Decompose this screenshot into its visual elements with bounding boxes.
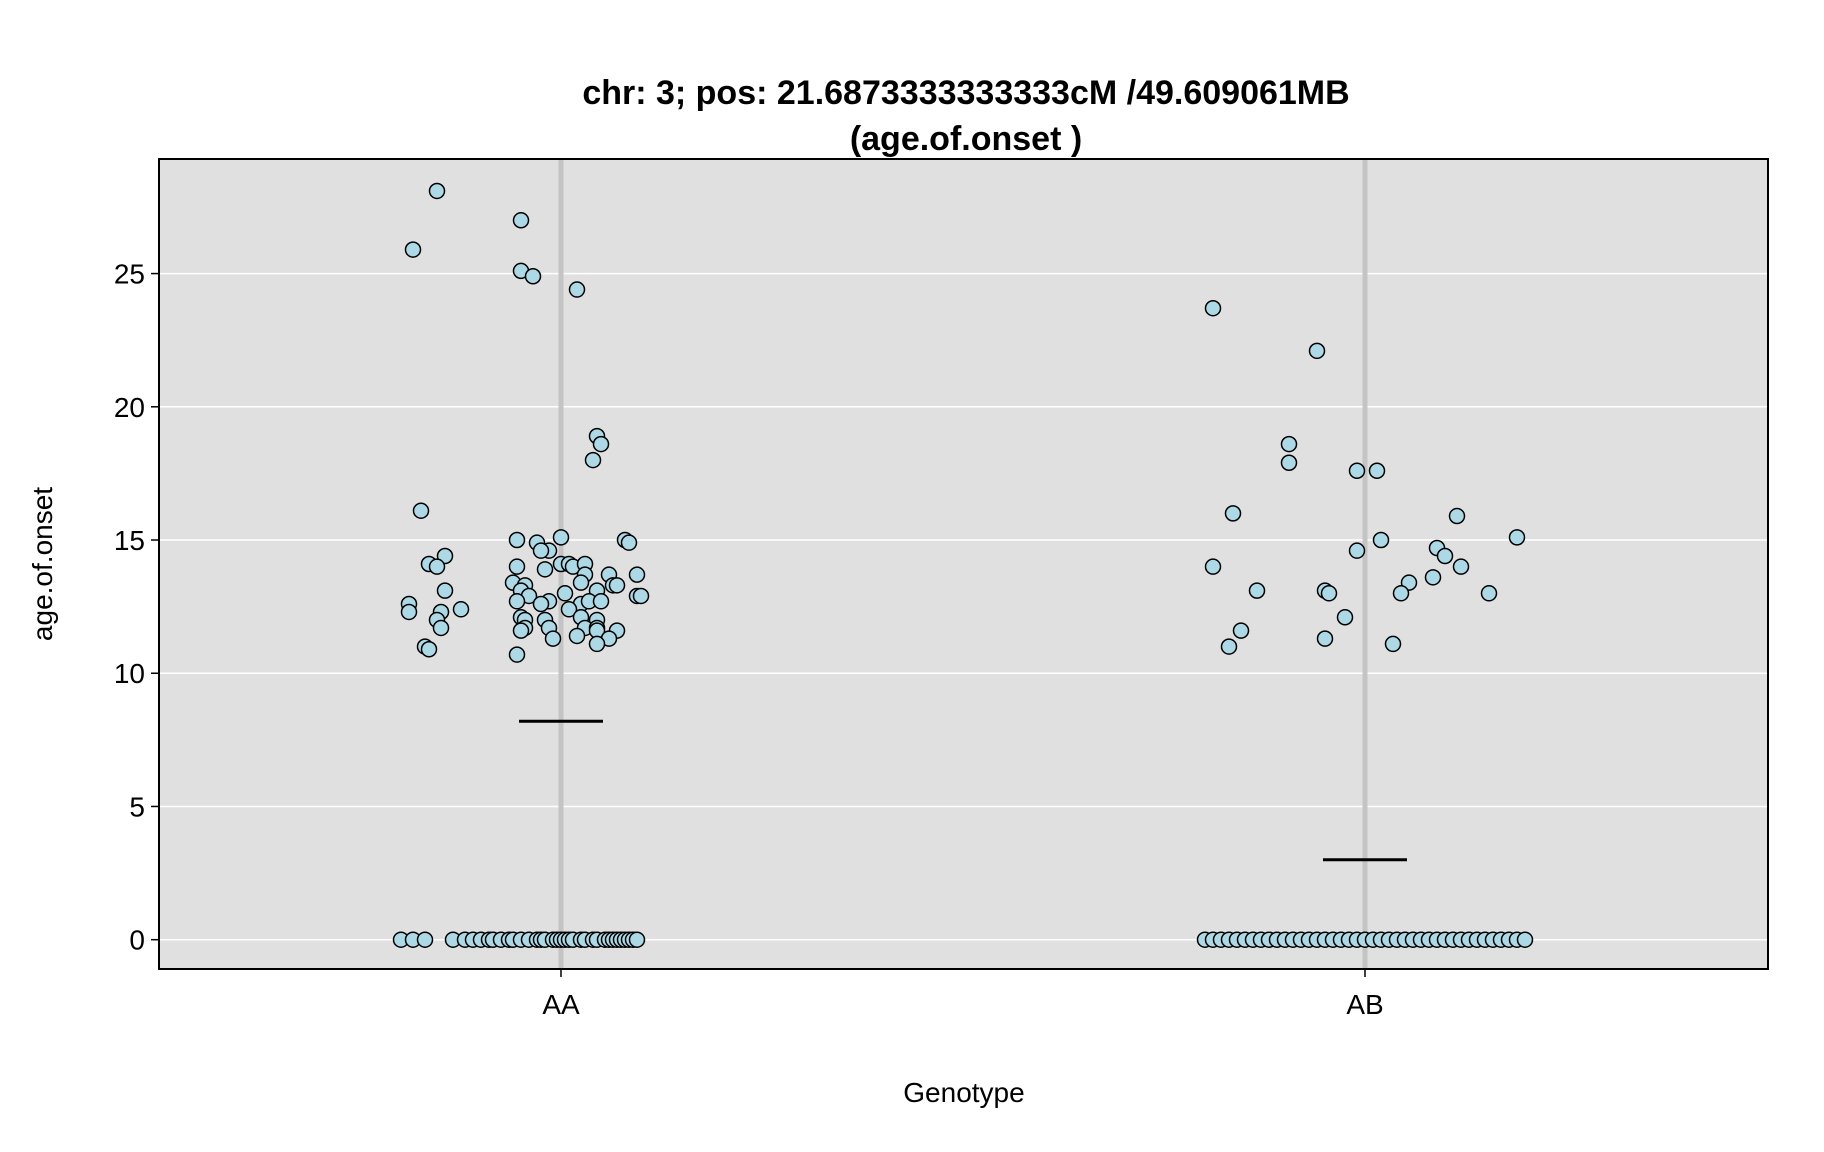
data-point <box>588 635 606 653</box>
data-point <box>544 630 562 647</box>
x-axis-ticks: AA AB <box>542 969 1384 1020</box>
data-point <box>1368 462 1386 479</box>
mean-lines <box>519 719 1407 862</box>
data-point <box>568 281 586 298</box>
data-point <box>1348 462 1366 479</box>
data-point <box>1280 454 1298 471</box>
data-point <box>592 435 610 453</box>
data-point <box>1204 558 1222 575</box>
data-point <box>524 267 542 285</box>
y-tick-label: 5 <box>129 791 145 822</box>
data-point <box>628 931 646 948</box>
data-point <box>584 451 602 469</box>
data-point <box>1220 638 1238 655</box>
y-tick-label: 10 <box>114 658 145 689</box>
y-axis-ticks: 0 5 10 15 20 25 <box>114 259 159 956</box>
data-point <box>428 182 446 200</box>
data-point <box>1392 585 1410 602</box>
data-point <box>560 601 578 618</box>
data-point <box>512 622 530 639</box>
x-tick-label-ab: AB <box>1346 989 1383 1020</box>
data-point <box>436 582 454 599</box>
data-point <box>512 212 530 229</box>
data-point <box>572 574 590 591</box>
data-point <box>1384 635 1402 653</box>
y-tick-label: 15 <box>114 525 145 556</box>
y-tick-label: 25 <box>114 259 145 290</box>
data-point <box>1248 582 1266 599</box>
data-point <box>1452 558 1470 575</box>
data-point <box>568 627 586 645</box>
data-point <box>416 931 434 948</box>
data-point <box>1424 569 1442 586</box>
data-point <box>1516 931 1534 948</box>
x-axis-label: Genotype <box>903 1077 1024 1108</box>
data-point <box>1316 630 1334 647</box>
data-point <box>420 641 438 658</box>
data-point <box>1436 547 1454 565</box>
data-point <box>536 561 554 578</box>
y-tick-label: 20 <box>114 392 145 423</box>
data-point <box>1348 542 1366 559</box>
data-point <box>632 587 650 605</box>
data-point <box>1448 507 1466 525</box>
x-tick-label-aa: AA <box>542 989 580 1020</box>
data-point <box>1204 299 1222 317</box>
data-point <box>592 593 610 610</box>
y-axis-label: age.of.onset <box>27 487 58 641</box>
data-point <box>1308 342 1326 360</box>
plot-border <box>158 158 1769 970</box>
data-point <box>400 603 418 621</box>
chart-title-line-1: chr: 3; pos: 21.6873333333333cM /49.6090… <box>582 74 1349 112</box>
data-point <box>508 593 526 610</box>
data-point <box>1224 505 1242 522</box>
data-point <box>620 534 638 551</box>
data-point <box>508 531 526 549</box>
data-point <box>532 595 550 613</box>
chart-title-line-2: (age.of.onset ) <box>850 120 1082 158</box>
data-point <box>1280 435 1298 453</box>
data-point <box>428 558 446 575</box>
data-point <box>532 542 550 559</box>
data-point <box>452 601 470 618</box>
data-point <box>1508 529 1526 546</box>
data-point <box>556 585 574 602</box>
plot-panel <box>159 159 1768 969</box>
data-points <box>392 182 1534 948</box>
data-point <box>508 558 526 575</box>
data-point <box>552 529 570 546</box>
y-tick-label: 0 <box>129 925 145 956</box>
data-point <box>412 502 430 519</box>
data-point <box>1232 622 1250 639</box>
data-point <box>508 646 526 663</box>
data-point <box>1336 609 1354 626</box>
data-point <box>608 577 626 594</box>
data-point <box>1480 585 1498 602</box>
data-point <box>1320 585 1338 602</box>
data-point <box>1372 531 1390 549</box>
data-point <box>432 619 450 637</box>
data-point <box>404 241 422 258</box>
data-point <box>628 566 646 583</box>
